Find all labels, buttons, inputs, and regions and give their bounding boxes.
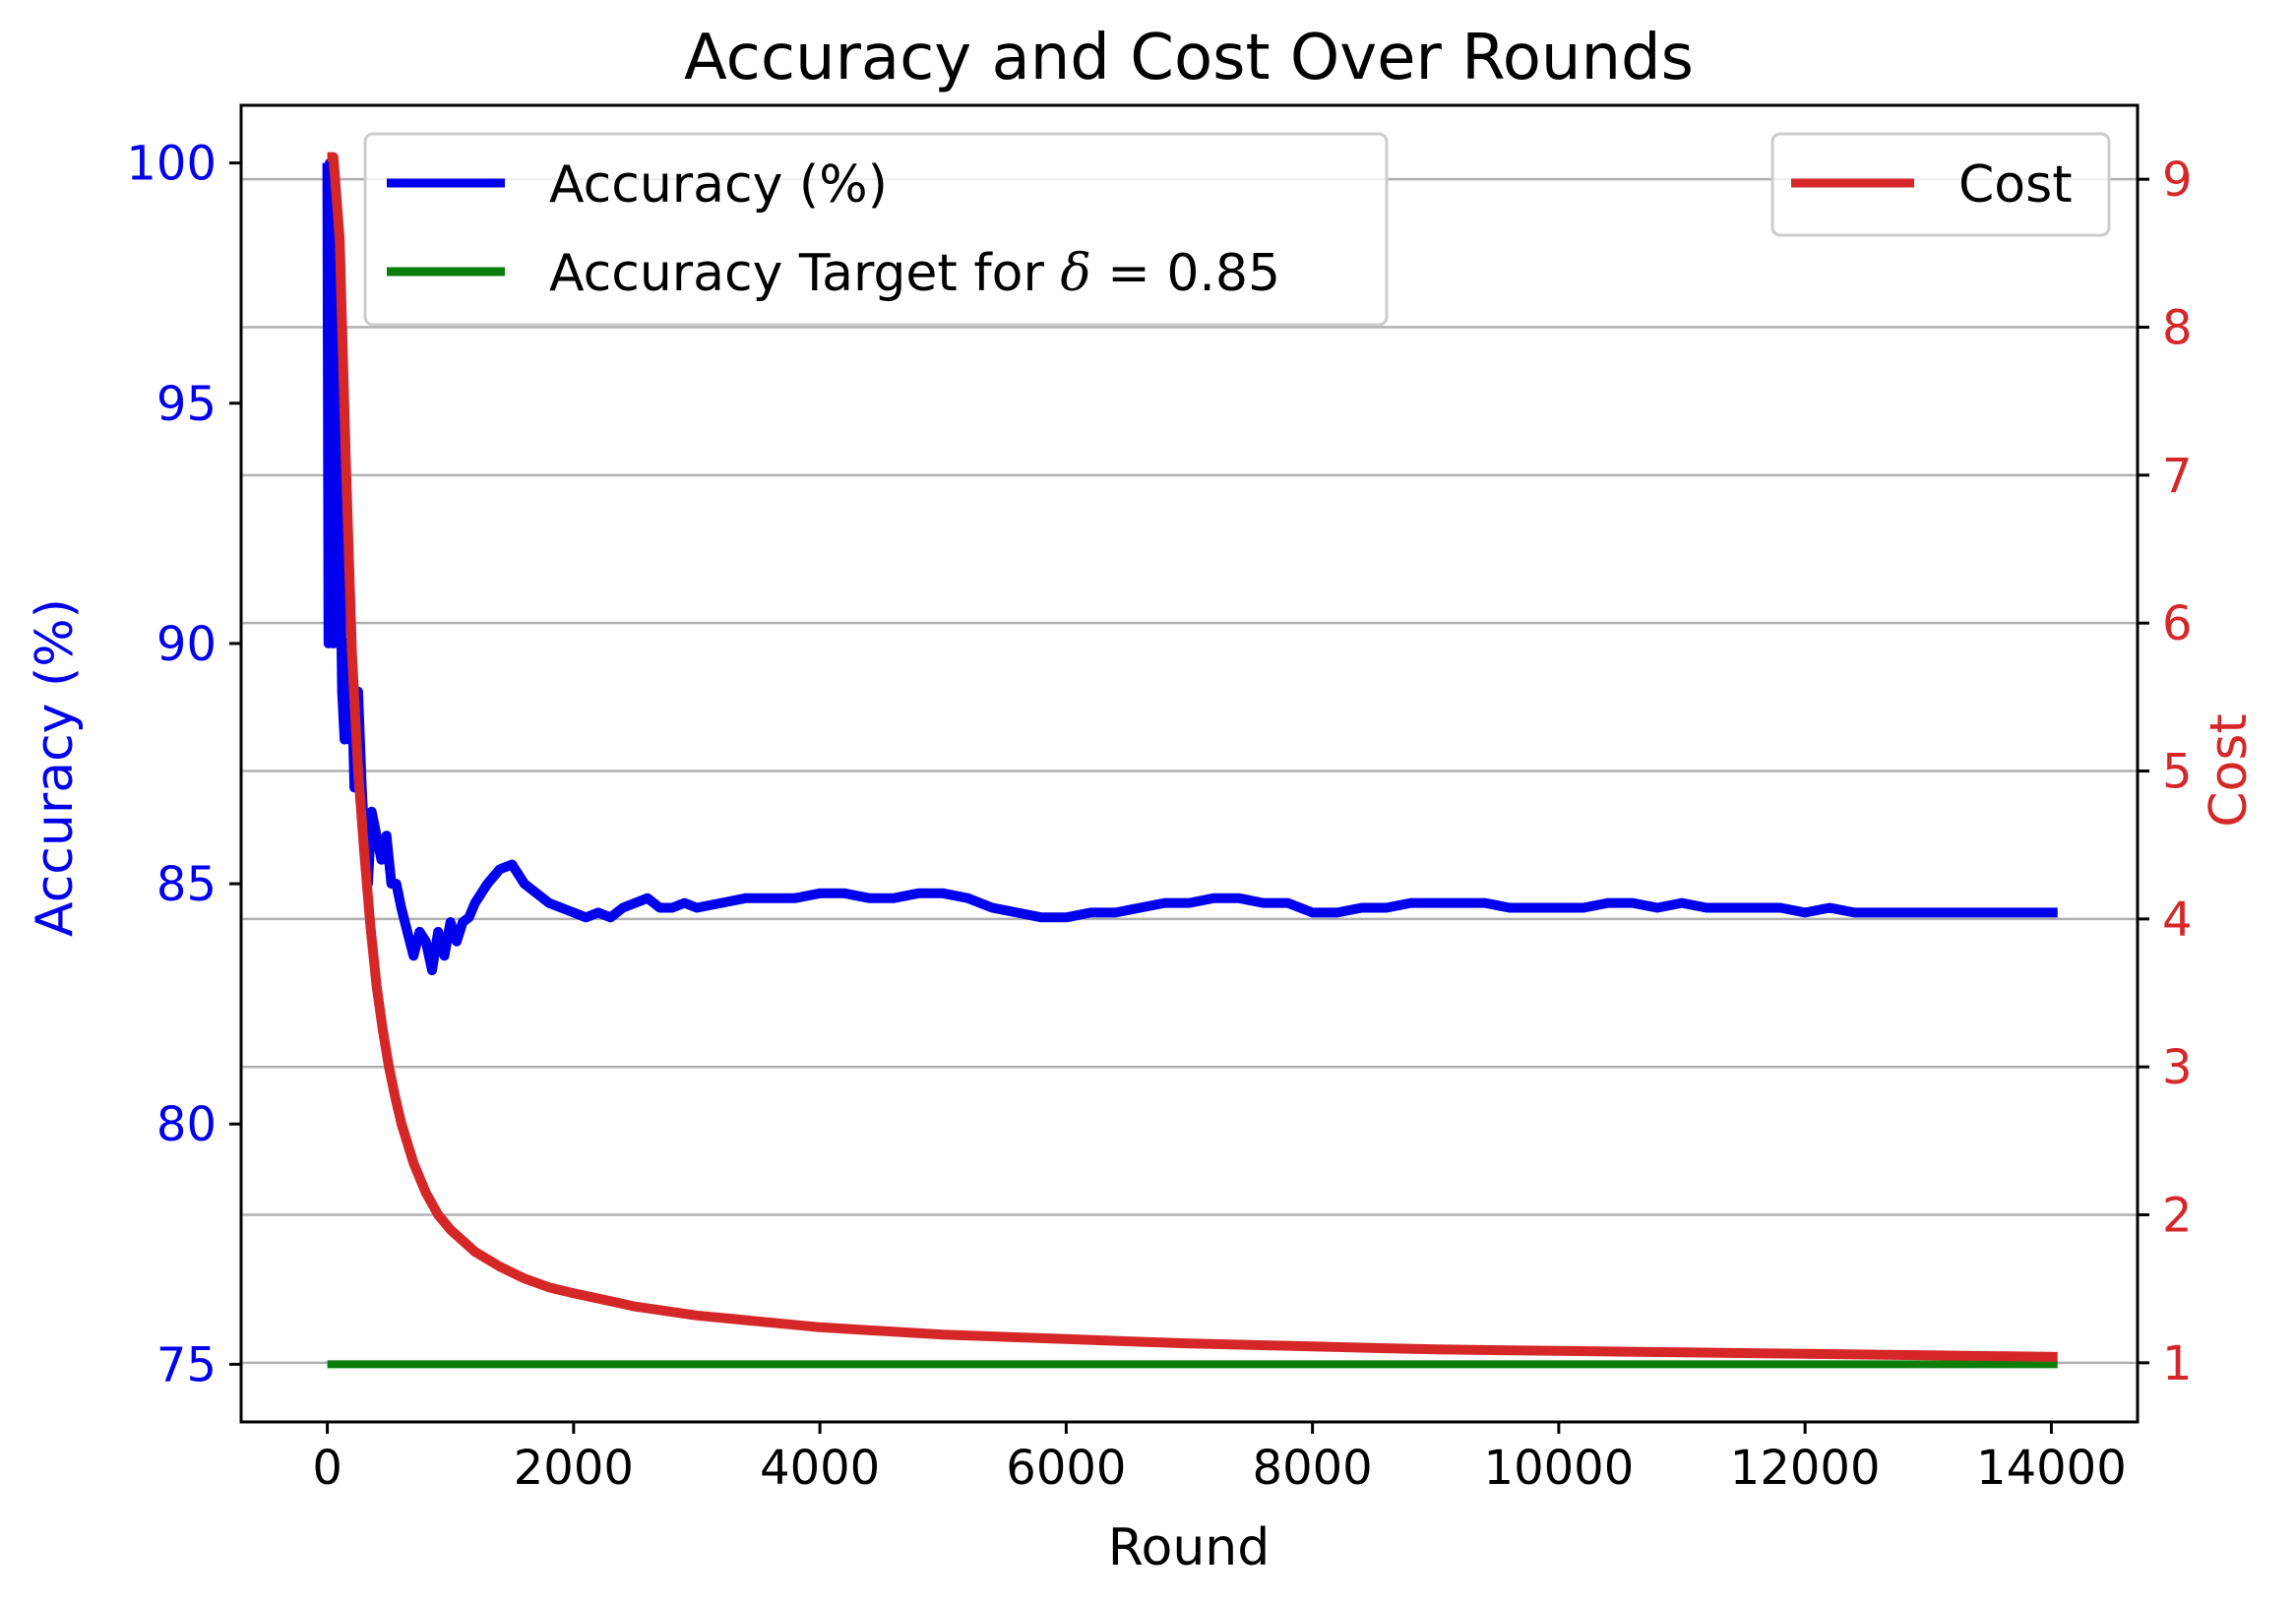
x-tick-label: 6000 <box>1006 1441 1126 1496</box>
y-left-tick-label: 80 <box>156 1097 217 1152</box>
y-right-tick-label: 6 <box>2162 596 2193 651</box>
y-left-tick-label: 85 <box>156 857 217 912</box>
legend-accuracy-label: Accuracy (%) <box>549 155 888 215</box>
legend-left: Accuracy (%) Accuracy Target for δ = 0.8… <box>363 132 1389 327</box>
y-left-tick-label: 95 <box>156 377 217 432</box>
x-tick-label: 14000 <box>1976 1441 2127 1496</box>
legend-left-box <box>363 132 1389 327</box>
y-right-tick-label: 1 <box>2162 1336 2193 1391</box>
y-left-axis-title: Accuracy (%) <box>26 598 85 937</box>
x-tick-label: 0 <box>312 1441 342 1496</box>
x-tick-label: 10000 <box>1484 1441 1635 1496</box>
x-tick-label: 2000 <box>514 1441 634 1496</box>
cost-series-line <box>327 152 2058 1362</box>
y-left-tick-label: 90 <box>156 617 217 672</box>
y-right-tick-label: 8 <box>2162 301 2193 356</box>
y-right-tick-label: 5 <box>2162 745 2193 800</box>
y-left-tick-label: 75 <box>156 1337 217 1392</box>
axes <box>239 103 2140 1424</box>
y-right-tick-label: 2 <box>2162 1189 2193 1244</box>
x-tick-label: 4000 <box>760 1441 880 1496</box>
plot-series <box>322 152 2058 1369</box>
y-right-tick-label: 3 <box>2162 1040 2193 1095</box>
x-axis-title: Round <box>1108 1518 1271 1577</box>
y-right-axis-title: Cost <box>2200 713 2259 828</box>
y-right-tick-label: 4 <box>2162 893 2193 948</box>
legend-target-label: Accuracy Target for δ = 0.85 <box>549 244 1280 303</box>
tick-marks-and-labels: 0 2000 4000 6000 8000 10000 12000 1400075808590… <box>126 137 2192 1496</box>
chart-title: Accuracy and Cost Over Rounds <box>684 22 1694 94</box>
y-right-tick-label: 9 <box>2162 153 2193 208</box>
y-right-tick-label: 7 <box>2162 449 2193 504</box>
legend-right-box <box>1770 132 2111 237</box>
y-left-tick-label: 100 <box>126 137 217 192</box>
legend-cost-label: Cost <box>1958 155 2073 215</box>
x-tick-label: 12000 <box>1730 1441 1881 1496</box>
x-tick-label: 8000 <box>1253 1441 1373 1496</box>
plot-frame <box>239 103 2140 1424</box>
legend-right: Cost <box>1770 132 2111 237</box>
